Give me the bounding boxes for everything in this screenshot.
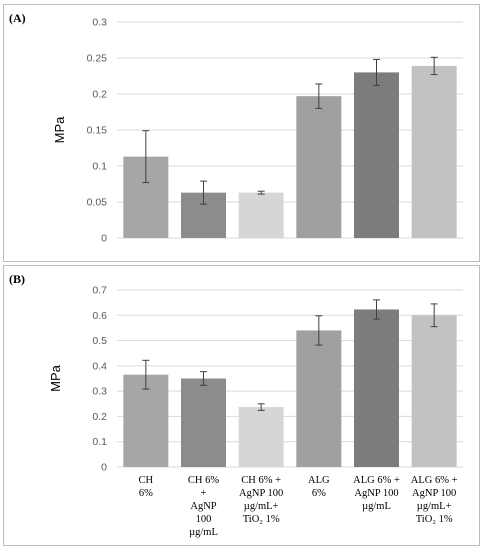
bar-chart-a: 0 0.05 0.1 0.15 0.2 0.25 0.3 MPa bbox=[52, 17, 463, 245]
chart-panel-b: (B) 0 0.1 0.2 0.3 0.4 0.5 0.6 0.7 MPa CH 6% CH 6% + A… bbox=[3, 265, 480, 546]
bar bbox=[354, 72, 399, 239]
bar bbox=[411, 65, 457, 238]
panel-label-a: (A) bbox=[9, 11, 26, 25]
x-category-label-line: TiO₂ 1% bbox=[243, 514, 280, 525]
bar bbox=[123, 374, 169, 467]
x-category-label-line: ALG 6% + bbox=[411, 475, 458, 486]
y-tick-label: 0.5 bbox=[92, 335, 107, 347]
x-category-label-line: CH 6% + bbox=[241, 475, 281, 486]
bar bbox=[296, 330, 342, 467]
x-category-label-line: µg/mL+ bbox=[417, 501, 452, 512]
panel-label-b: (B) bbox=[9, 272, 25, 286]
x-category-label-line: µg/mL bbox=[189, 527, 218, 538]
x-category-label: CH 6% + AgNP 100 µg/mL+ TiO₂ 1% bbox=[239, 475, 283, 525]
bar bbox=[296, 96, 342, 238]
y-tick-label: 0.2 bbox=[92, 89, 107, 101]
x-category-label-line: AgNP 100 bbox=[412, 488, 456, 499]
x-category-label-line: 100 bbox=[196, 514, 212, 525]
x-category-label-line: TiO₂ 1% bbox=[416, 514, 453, 525]
bar bbox=[181, 378, 226, 467]
x-category-label-line: AgNP 100 bbox=[354, 488, 398, 499]
y-tick-label: 0.6 bbox=[92, 310, 107, 322]
y-tick-label: 0.4 bbox=[92, 360, 107, 372]
y-tick-label: 0 bbox=[101, 233, 107, 245]
x-category-label-line: AgNP bbox=[190, 501, 216, 512]
y-axis-title: MPa bbox=[48, 364, 63, 392]
y-tick-label: 0.1 bbox=[92, 436, 107, 448]
x-category-label-line: µg/mL+ bbox=[244, 501, 279, 512]
x-category-label-line: µg/mL bbox=[362, 501, 391, 512]
x-category-label-line: AgNP 100 bbox=[239, 488, 283, 499]
x-category-label-line: 6% bbox=[312, 488, 326, 499]
x-category-label-line: CH bbox=[139, 475, 154, 486]
x-category-label: CH 6% bbox=[139, 475, 154, 499]
y-tick-label: 0 bbox=[101, 462, 107, 474]
y-tick-label: 0.1 bbox=[92, 161, 107, 173]
bar bbox=[238, 192, 284, 238]
y-tick-label: 0.2 bbox=[92, 411, 107, 423]
x-category-label: ALG 6% bbox=[308, 475, 330, 499]
y-tick-label: 0.05 bbox=[87, 197, 108, 209]
x-category-label-line: ALG bbox=[308, 475, 330, 486]
x-category-label: ALG 6% + AgNP 100 µg/mL+ TiO₂ 1% bbox=[411, 475, 458, 525]
y-tick-label: 0.7 bbox=[92, 285, 107, 297]
x-category-label: CH 6% + AgNP 100 µg/mL bbox=[188, 475, 219, 538]
y-tick-label: 0.25 bbox=[87, 53, 108, 65]
y-tick-label: 0.15 bbox=[87, 125, 108, 137]
x-category-label-line: 6% bbox=[139, 488, 153, 499]
bar bbox=[238, 407, 284, 467]
y-axis-title: MPa bbox=[52, 116, 67, 144]
bar bbox=[411, 315, 457, 467]
y-tick-label: 0.3 bbox=[92, 17, 107, 29]
x-category-label-line: CH 6% bbox=[188, 475, 219, 486]
y-tick-label: 0.3 bbox=[92, 386, 107, 398]
x-category-label: ALG 6% + AgNP 100 µg/mL bbox=[353, 475, 400, 512]
chart-panel-a: (A) 0 0.05 0.1 0.15 0.2 0.25 0.3 MPa bbox=[3, 4, 480, 262]
x-category-label-line: + bbox=[201, 488, 207, 499]
x-category-label-line: ALG 6% + bbox=[353, 475, 400, 486]
bar bbox=[354, 309, 399, 467]
